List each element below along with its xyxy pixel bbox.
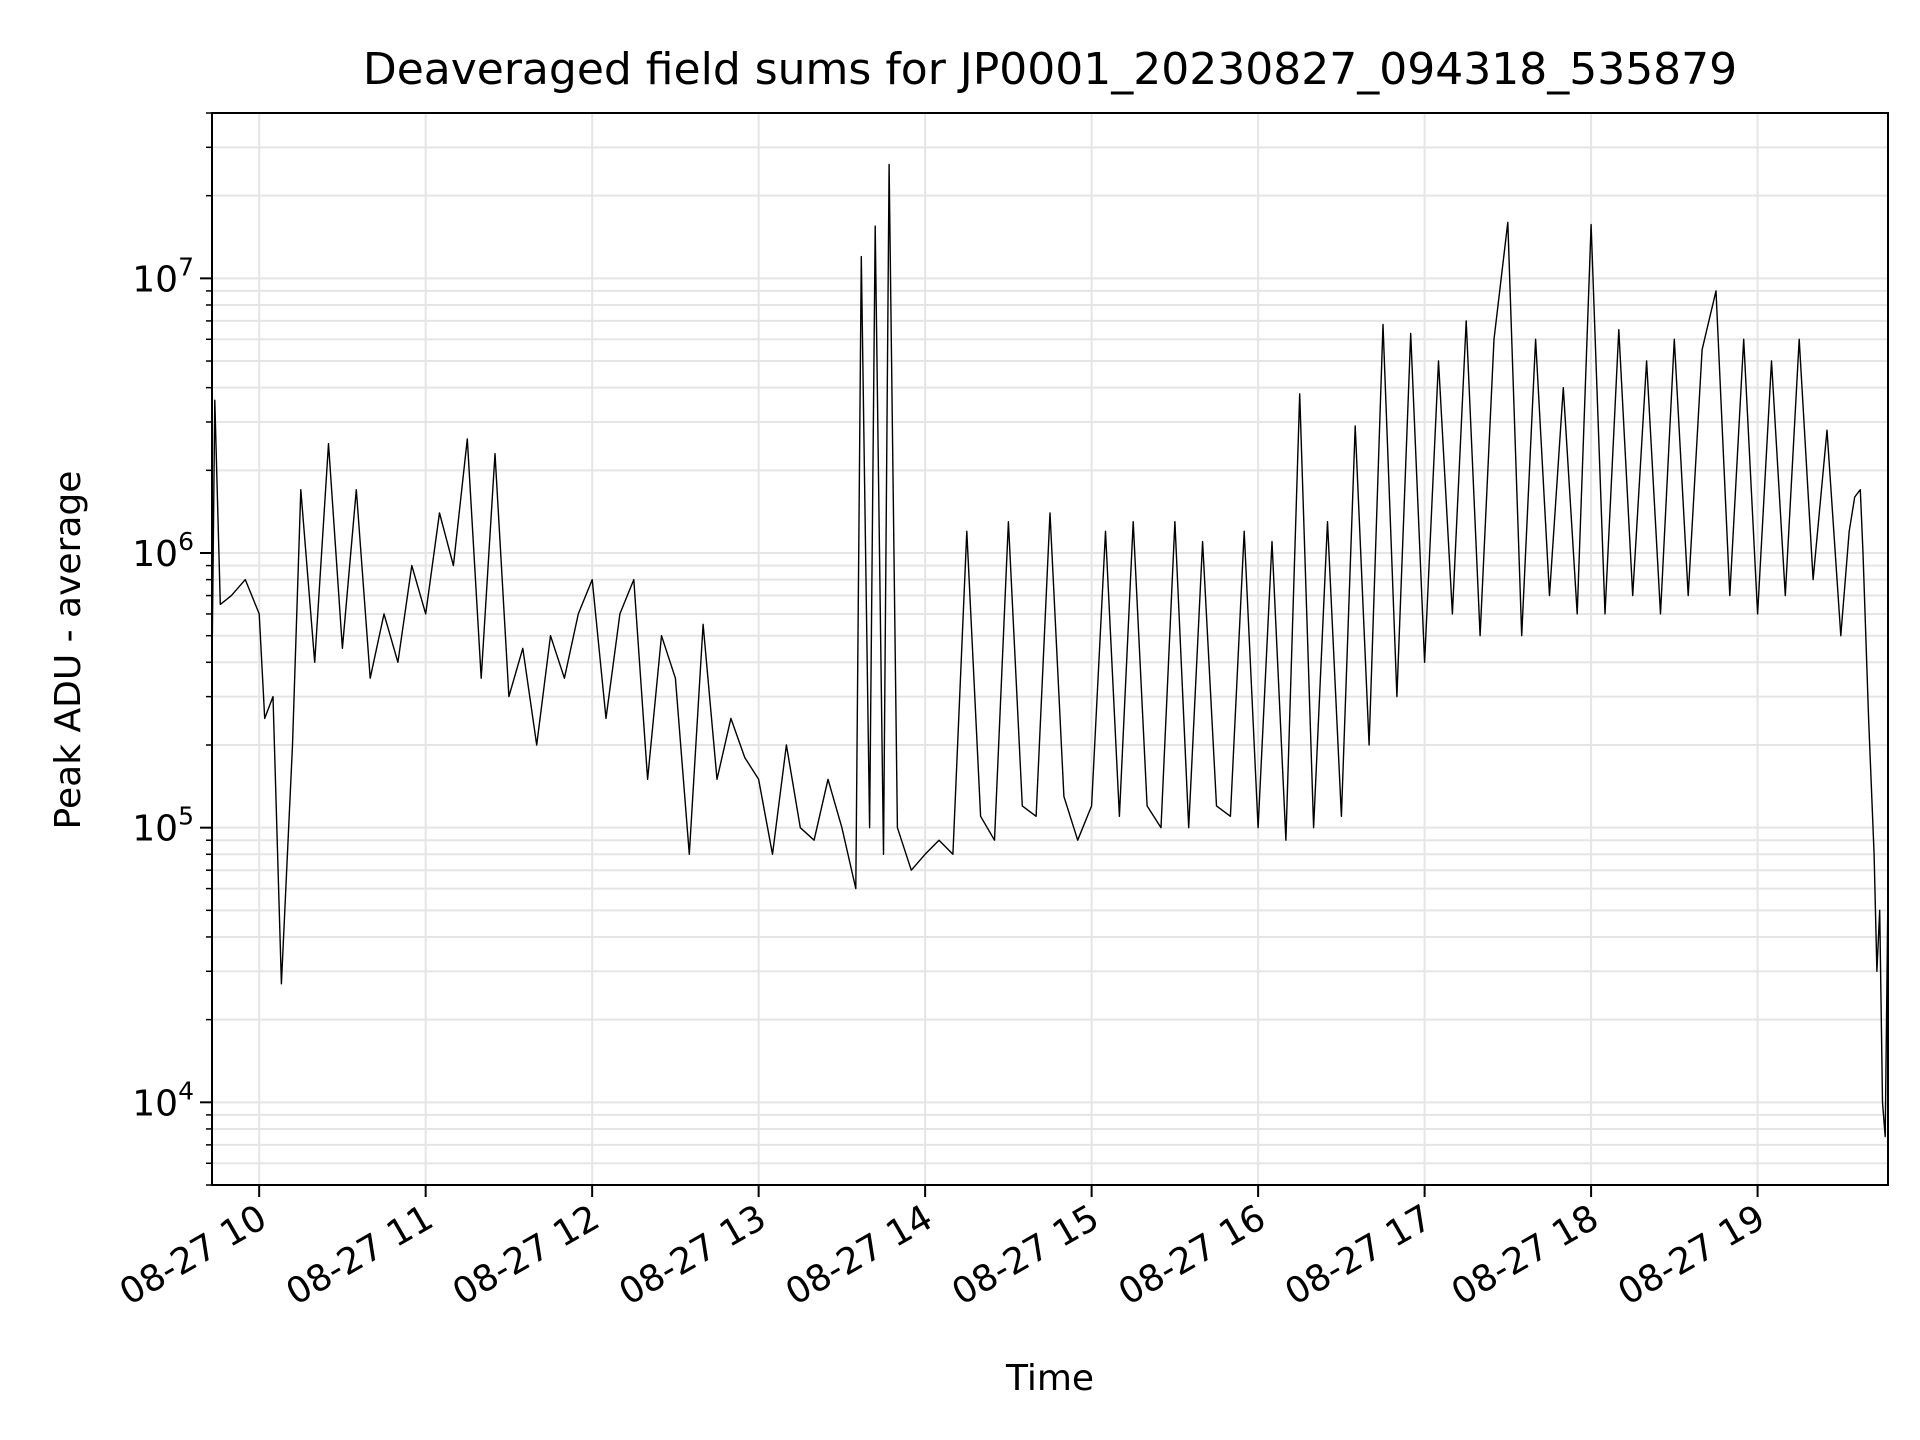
plot-area [211, 163, 1889, 1138]
y-tick-label: 104 [132, 1076, 194, 1124]
x-axis-label: Time [1005, 1358, 1094, 1399]
y-axis-label: Peak ADU - average [48, 471, 89, 830]
grid-lines [212, 112, 1888, 1186]
series-line [211, 163, 1889, 1138]
y-tick-label: 107 [132, 252, 194, 300]
y-tick-label: 106 [132, 527, 194, 575]
plot-frame [211, 112, 1889, 1186]
chart-title: Deaveraged field sums for JP0001_2023082… [363, 44, 1737, 95]
y-tick-label: 105 [132, 802, 194, 850]
